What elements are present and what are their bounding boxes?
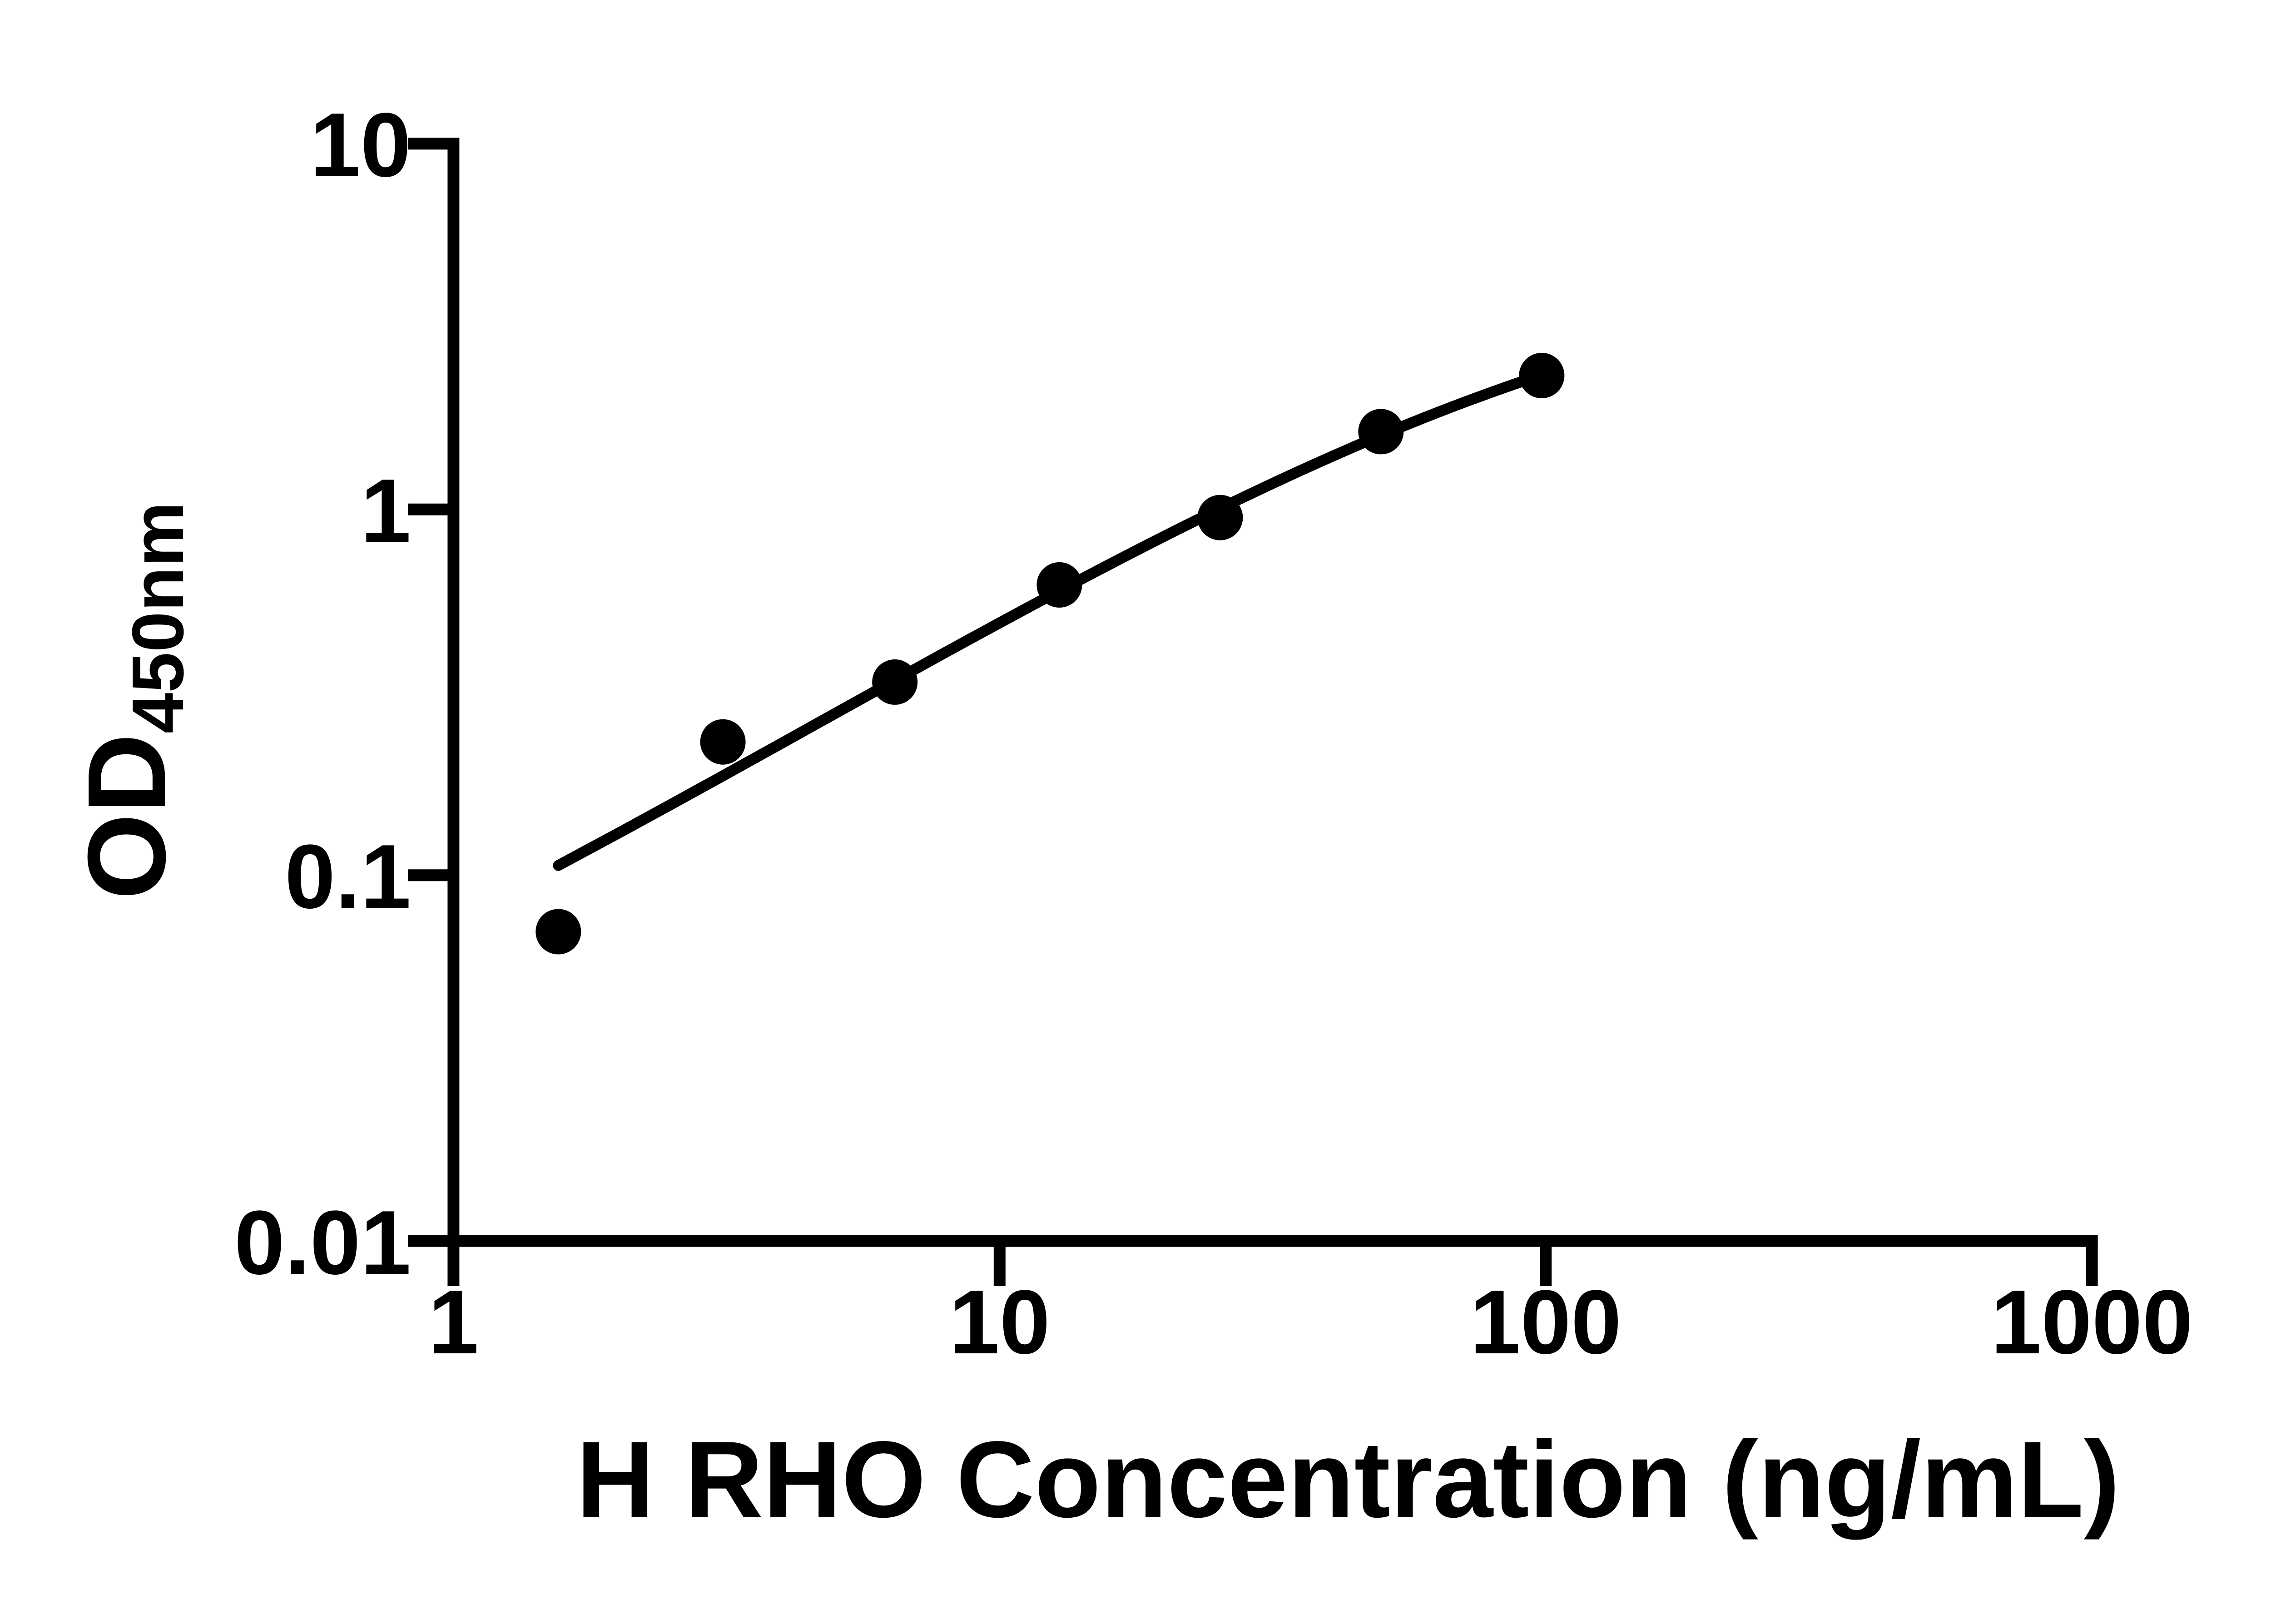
svg-text:10: 10 (310, 94, 411, 196)
svg-text:H RHO Concentration (ng/mL): H RHO Concentration (ng/mL) (576, 1419, 2120, 1540)
svg-text:1: 1 (361, 460, 411, 562)
svg-text:OD450nm: OD450nm (64, 502, 199, 900)
svg-text:1000: 1000 (1991, 1272, 2193, 1373)
svg-text:100: 100 (1470, 1272, 1621, 1373)
svg-text:0.1: 0.1 (285, 826, 411, 927)
svg-text:0.01: 0.01 (234, 1192, 411, 1293)
svg-text:1: 1 (428, 1272, 479, 1373)
svg-text:10: 10 (949, 1272, 1050, 1373)
